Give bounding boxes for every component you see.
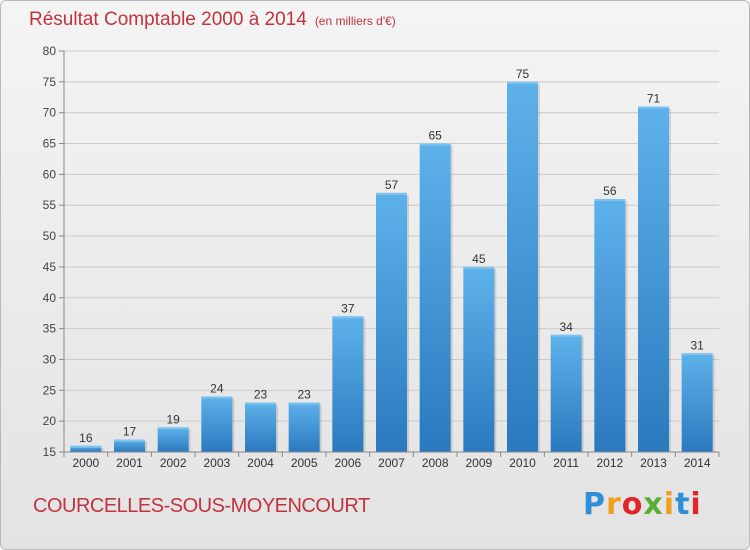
data-label-2004: 23 bbox=[254, 388, 268, 402]
proxiti-logo: Proxiti bbox=[583, 487, 702, 522]
bar-2008 bbox=[419, 143, 451, 453]
data-label-2007: 57 bbox=[385, 178, 399, 192]
y-tick-label: 80 bbox=[43, 44, 57, 58]
y-tick-label: 30 bbox=[43, 352, 57, 366]
bar-highlight bbox=[507, 81, 538, 84]
bar-highlight bbox=[638, 106, 669, 109]
data-label-2010: 75 bbox=[516, 67, 530, 81]
commune-name: COURCELLES-SOUS-MOYENCOURT bbox=[33, 495, 370, 517]
logo-letter: i bbox=[663, 487, 676, 522]
x-tick-label-2002: 2002 bbox=[160, 456, 187, 470]
bar-highlight bbox=[70, 445, 102, 448]
bar-highlight bbox=[201, 396, 233, 399]
bar-highlight bbox=[114, 439, 145, 442]
bar-2006 bbox=[332, 316, 364, 452]
y-tick-label: 70 bbox=[43, 106, 57, 120]
data-label-2003: 24 bbox=[210, 381, 224, 395]
y-tick-label: 75 bbox=[43, 75, 57, 89]
x-tick-label-2011: 2011 bbox=[553, 456, 579, 470]
bar-2000 bbox=[70, 445, 102, 452]
y-tick-label: 20 bbox=[43, 414, 57, 428]
bar-2007 bbox=[376, 192, 407, 452]
x-tick-label-2010: 2010 bbox=[509, 456, 536, 470]
bar-2003 bbox=[201, 396, 233, 452]
bar-highlight bbox=[463, 266, 495, 269]
bar-highlight bbox=[157, 427, 189, 430]
data-label-2001: 17 bbox=[123, 425, 137, 439]
data-label-2005: 23 bbox=[297, 388, 311, 402]
bar-2012 bbox=[594, 199, 626, 452]
bar-highlight bbox=[550, 334, 582, 337]
x-tick-label-2013: 2013 bbox=[640, 456, 667, 470]
bar-highlight bbox=[376, 192, 407, 195]
bar-2013 bbox=[638, 106, 669, 453]
bar-highlight bbox=[288, 402, 320, 405]
bar-2004 bbox=[245, 402, 276, 452]
y-tick-label: 15 bbox=[43, 445, 57, 459]
logo-letter: P bbox=[583, 487, 606, 522]
y-tick-label: 55 bbox=[43, 198, 57, 212]
bar-2005 bbox=[288, 402, 320, 452]
chart-subtitle: (en milliers d'€) bbox=[314, 14, 396, 28]
x-tick-label-2009: 2009 bbox=[465, 456, 492, 470]
y-tick-label: 50 bbox=[43, 229, 57, 243]
x-tick-label-2007: 2007 bbox=[378, 456, 405, 470]
x-tick-label-2014: 2014 bbox=[684, 456, 711, 470]
chart-title: Résultat Comptable 2000 à 2014 (en millie… bbox=[29, 9, 396, 31]
chart-title-text: Résultat Comptable 2000 à 2014 bbox=[29, 9, 307, 30]
bar-highlight bbox=[419, 143, 451, 146]
bar-highlight bbox=[594, 199, 626, 202]
y-tick-label: 35 bbox=[43, 322, 57, 336]
y-tick-label: 40 bbox=[43, 291, 57, 305]
logo-letter: x bbox=[643, 487, 664, 522]
x-tick-label-2003: 2003 bbox=[203, 456, 230, 470]
bar-highlight bbox=[332, 316, 364, 319]
x-tick-label-2006: 2006 bbox=[334, 456, 361, 470]
bar-highlight bbox=[245, 402, 276, 405]
x-tick-label-2001: 2001 bbox=[116, 456, 143, 470]
data-label-2009: 45 bbox=[472, 252, 486, 266]
y-tick-label: 60 bbox=[43, 167, 57, 181]
bar-2011 bbox=[550, 334, 582, 452]
y-tick-label: 25 bbox=[43, 383, 57, 397]
y-tick-label: 45 bbox=[43, 260, 57, 274]
data-label-2000: 16 bbox=[79, 431, 93, 445]
x-tick-label-2004: 2004 bbox=[247, 456, 274, 470]
x-tick-label-2000: 2000 bbox=[72, 456, 99, 470]
x-tick-label-2005: 2005 bbox=[291, 456, 318, 470]
y-tick-label: 65 bbox=[43, 137, 57, 151]
bar-2002 bbox=[157, 427, 189, 452]
x-tick-label-2012: 2012 bbox=[596, 456, 623, 470]
logo-letter: r bbox=[606, 487, 622, 522]
data-label-2014: 31 bbox=[690, 338, 704, 352]
x-tick-label-2008: 2008 bbox=[422, 456, 449, 470]
data-label-2013: 71 bbox=[647, 92, 661, 106]
logo-letter: t bbox=[675, 487, 691, 522]
data-label-2002: 19 bbox=[166, 412, 180, 426]
bar-highlight bbox=[681, 353, 713, 356]
data-label-2012: 56 bbox=[603, 184, 617, 198]
bar-2014 bbox=[681, 353, 713, 452]
bar-2001 bbox=[114, 439, 145, 452]
logo-letter: i bbox=[690, 487, 702, 522]
data-label-2006: 37 bbox=[341, 301, 355, 315]
bar-chart: 15 20 25 30 35 40 45 50 55 60 65 70 75 80 16 2000 17 2001… bbox=[43, 44, 720, 470]
bar-2009 bbox=[463, 266, 495, 452]
data-label-2008: 65 bbox=[428, 129, 442, 143]
data-label-2011: 34 bbox=[559, 320, 573, 334]
bar-2010 bbox=[507, 81, 538, 452]
logo-letter: o bbox=[621, 487, 644, 522]
